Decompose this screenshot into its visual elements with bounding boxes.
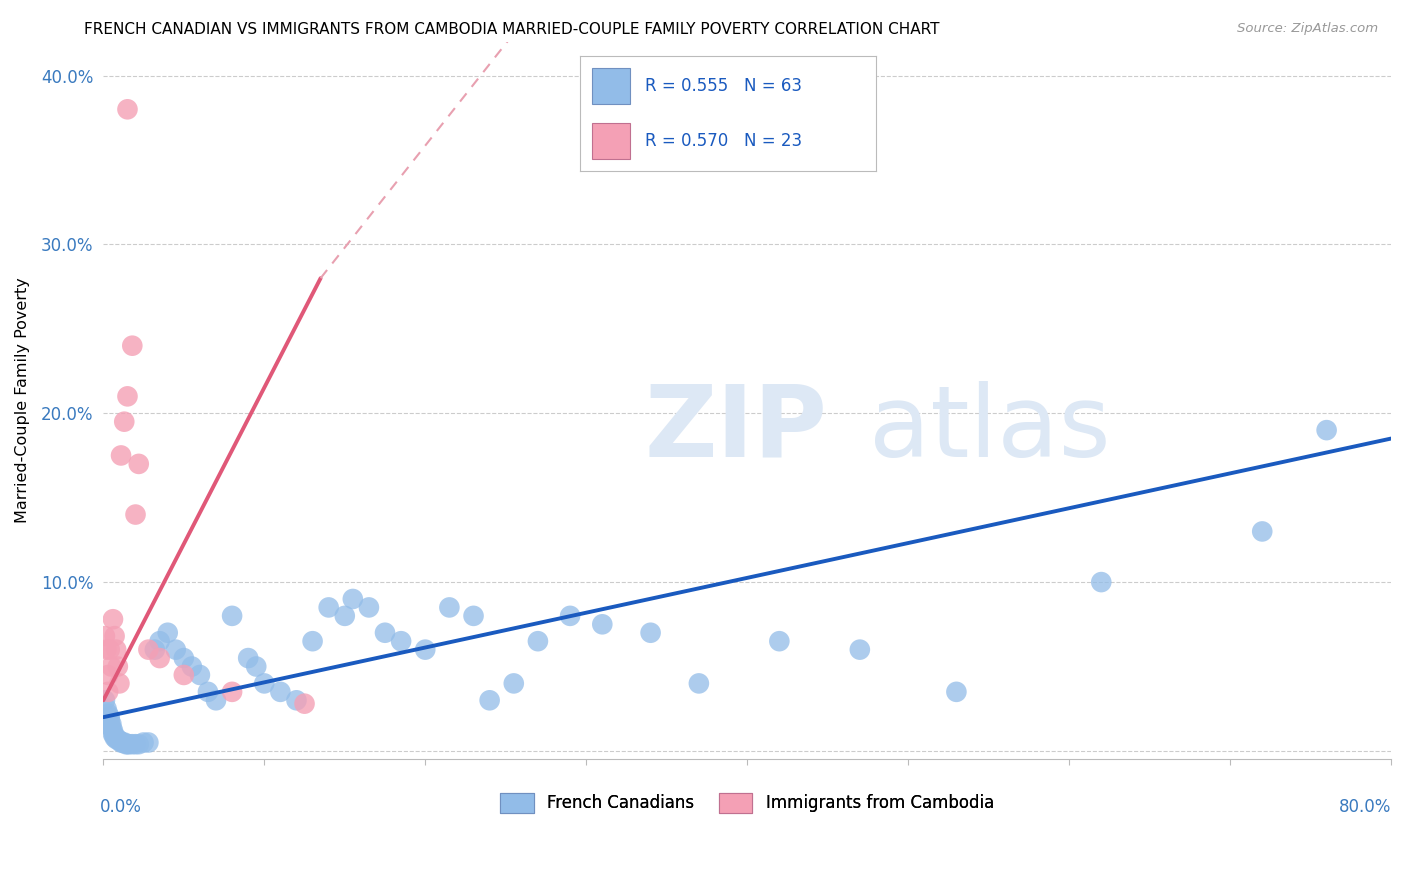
Point	[333, 608, 356, 623]
Point	[1090, 575, 1112, 590]
Point	[138, 735, 160, 749]
Point	[143, 642, 166, 657]
Point	[115, 737, 138, 751]
Point	[121, 339, 143, 353]
Y-axis label: Married-Couple Family Poverty: Married-Couple Family Poverty	[15, 277, 30, 524]
Point	[104, 629, 127, 643]
Point	[112, 735, 135, 749]
Point	[1316, 423, 1339, 437]
Point	[342, 592, 364, 607]
Point	[156, 625, 179, 640]
Point	[138, 642, 160, 657]
Point	[688, 676, 710, 690]
Point	[849, 642, 872, 657]
Text: atlas: atlas	[869, 381, 1111, 478]
Point	[132, 735, 155, 749]
Point	[121, 737, 143, 751]
Point	[1251, 524, 1274, 539]
Point	[478, 693, 501, 707]
Point	[502, 676, 524, 690]
Point	[117, 737, 139, 751]
Point	[128, 737, 150, 751]
Point	[105, 642, 128, 657]
Point	[100, 717, 122, 731]
Point	[110, 449, 132, 463]
Point	[101, 612, 124, 626]
Point	[112, 415, 135, 429]
Point	[108, 676, 131, 690]
Point	[527, 634, 550, 648]
Point	[111, 735, 134, 749]
Point	[118, 737, 141, 751]
Point	[107, 659, 129, 673]
Point	[149, 651, 172, 665]
Point	[165, 642, 187, 657]
Point	[245, 659, 267, 673]
Point	[640, 625, 662, 640]
Point	[107, 732, 129, 747]
Point	[285, 693, 308, 707]
Text: ZIP: ZIP	[644, 381, 827, 478]
Legend: French Canadians, Immigrants from Cambodia: French Canadians, Immigrants from Cambod…	[494, 787, 1001, 819]
Point	[173, 668, 195, 682]
Point	[301, 634, 323, 648]
Point	[221, 608, 243, 623]
Point	[463, 608, 485, 623]
Point	[104, 731, 127, 745]
Point	[149, 634, 172, 648]
Point	[558, 608, 581, 623]
Point	[253, 676, 276, 690]
Point	[439, 600, 461, 615]
Point	[128, 457, 150, 471]
Text: 80.0%: 80.0%	[1339, 798, 1391, 816]
Point	[768, 634, 790, 648]
Point	[101, 723, 124, 738]
Point	[117, 389, 139, 403]
Point	[98, 714, 121, 728]
Point	[389, 634, 412, 648]
Point	[413, 642, 436, 657]
Point	[221, 685, 243, 699]
Point	[197, 685, 219, 699]
Point	[100, 659, 122, 673]
Point	[238, 651, 260, 665]
Point	[97, 706, 120, 721]
Point	[318, 600, 340, 615]
Point	[124, 737, 146, 751]
Point	[97, 685, 120, 699]
Point	[94, 629, 117, 643]
Point	[97, 668, 120, 682]
Point	[294, 697, 316, 711]
Text: FRENCH CANADIAN VS IMMIGRANTS FROM CAMBODIA MARRIED-COUPLE FAMILY POVERTY CORREL: FRENCH CANADIAN VS IMMIGRANTS FROM CAMBO…	[84, 22, 939, 37]
Point	[945, 685, 967, 699]
Point	[374, 625, 396, 640]
Text: Source: ZipAtlas.com: Source: ZipAtlas.com	[1237, 22, 1378, 36]
Point	[110, 735, 132, 749]
Point	[180, 659, 202, 673]
Point	[100, 720, 122, 734]
Point	[188, 668, 211, 682]
Point	[98, 642, 121, 657]
Point	[104, 729, 127, 743]
Point	[108, 734, 131, 748]
Point	[98, 710, 121, 724]
Point	[124, 508, 146, 522]
Point	[357, 600, 380, 615]
Point	[94, 693, 117, 707]
Point	[117, 103, 139, 117]
Point	[269, 685, 291, 699]
Point	[96, 702, 118, 716]
Point	[205, 693, 228, 707]
Point	[105, 732, 128, 747]
Point	[101, 727, 124, 741]
Point	[173, 651, 195, 665]
Point	[591, 617, 613, 632]
Point	[96, 642, 118, 657]
Text: 0.0%: 0.0%	[100, 798, 142, 816]
